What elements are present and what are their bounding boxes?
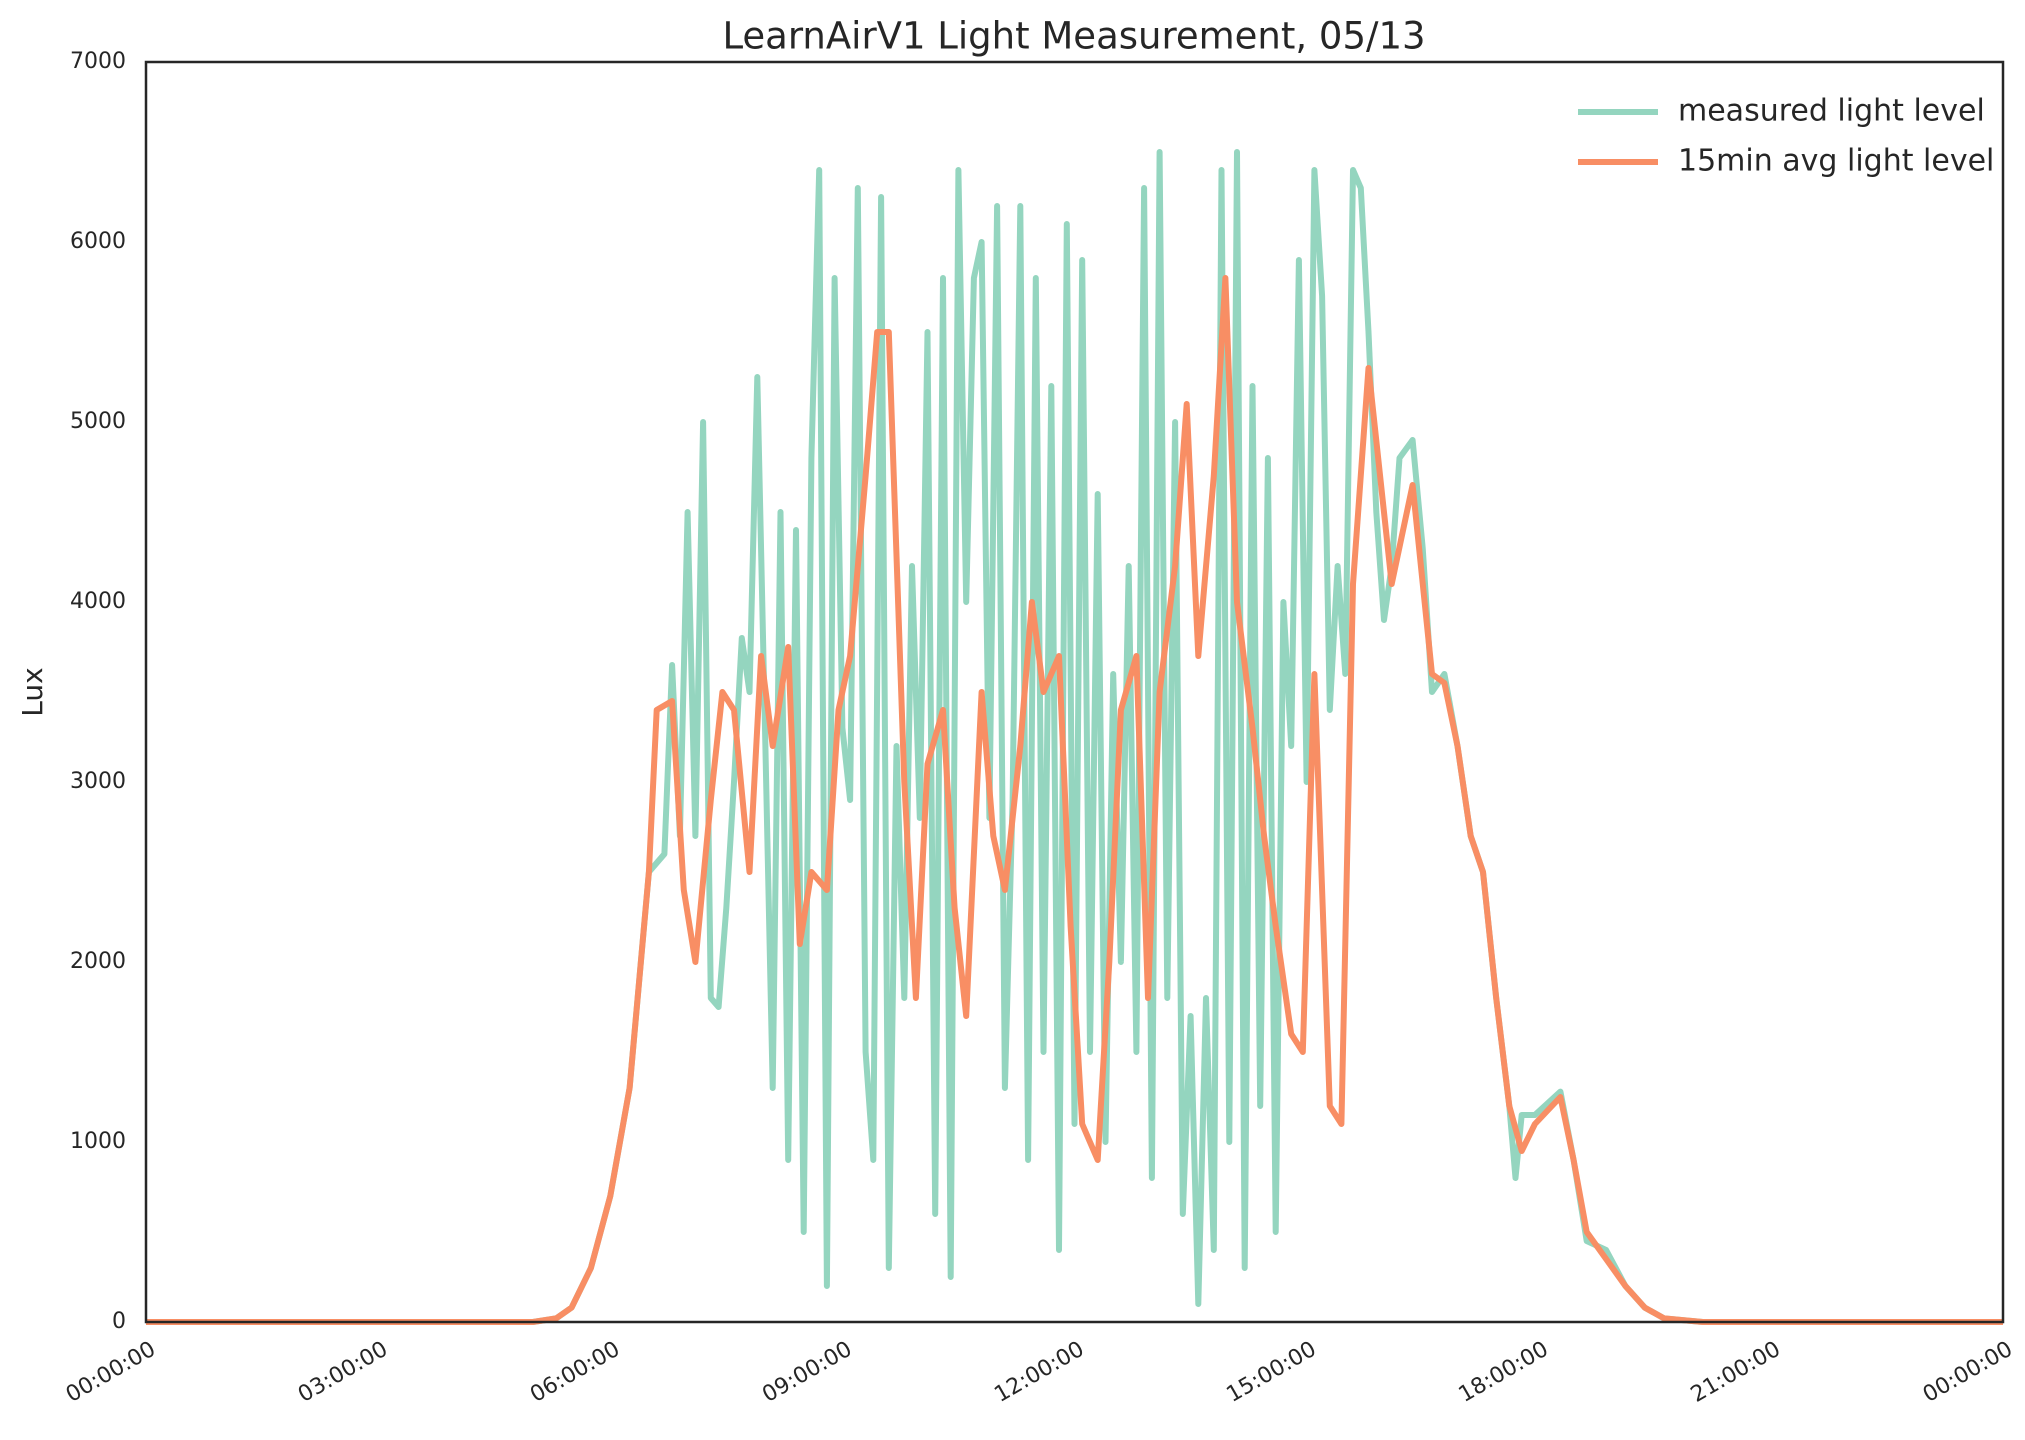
y-tick-label: 3000 xyxy=(70,769,126,794)
data-line xyxy=(146,275,2003,1325)
x-tick-label: 03:00:00 xyxy=(294,1337,392,1408)
x-tick-label: 00:00:00 xyxy=(1919,1337,2017,1408)
x-tick-label: 21:00:00 xyxy=(1687,1337,1785,1408)
legend-label: 15min avg light level xyxy=(1678,144,1994,179)
x-tick-label: 06:00:00 xyxy=(526,1337,624,1408)
y-tick-label: 7000 xyxy=(70,49,126,74)
x-tick-label: 18:00:00 xyxy=(1455,1337,1553,1408)
x-tick-label: 09:00:00 xyxy=(758,1337,856,1408)
x-tick-label: 12:00:00 xyxy=(990,1337,1088,1408)
chart-title: LearnAirV1 Light Measurement, 05/13 xyxy=(722,15,1425,58)
y-tick-label: 0 xyxy=(112,1309,126,1334)
y-tick-label: 1000 xyxy=(70,1129,126,1154)
y-tick-label: 2000 xyxy=(70,949,126,974)
x-tick-label: 15:00:00 xyxy=(1223,1337,1321,1408)
x-tick-label: 00:00:00 xyxy=(62,1337,160,1408)
y-tick-label: 4000 xyxy=(70,589,126,614)
plot-frame xyxy=(144,60,2005,1324)
y-tick-label: 6000 xyxy=(70,229,126,254)
y-axis-label: Lux xyxy=(16,667,49,716)
data-line xyxy=(146,149,2003,1325)
legend-label: measured light level xyxy=(1678,94,1985,129)
y-tick-label: 5000 xyxy=(70,409,126,434)
